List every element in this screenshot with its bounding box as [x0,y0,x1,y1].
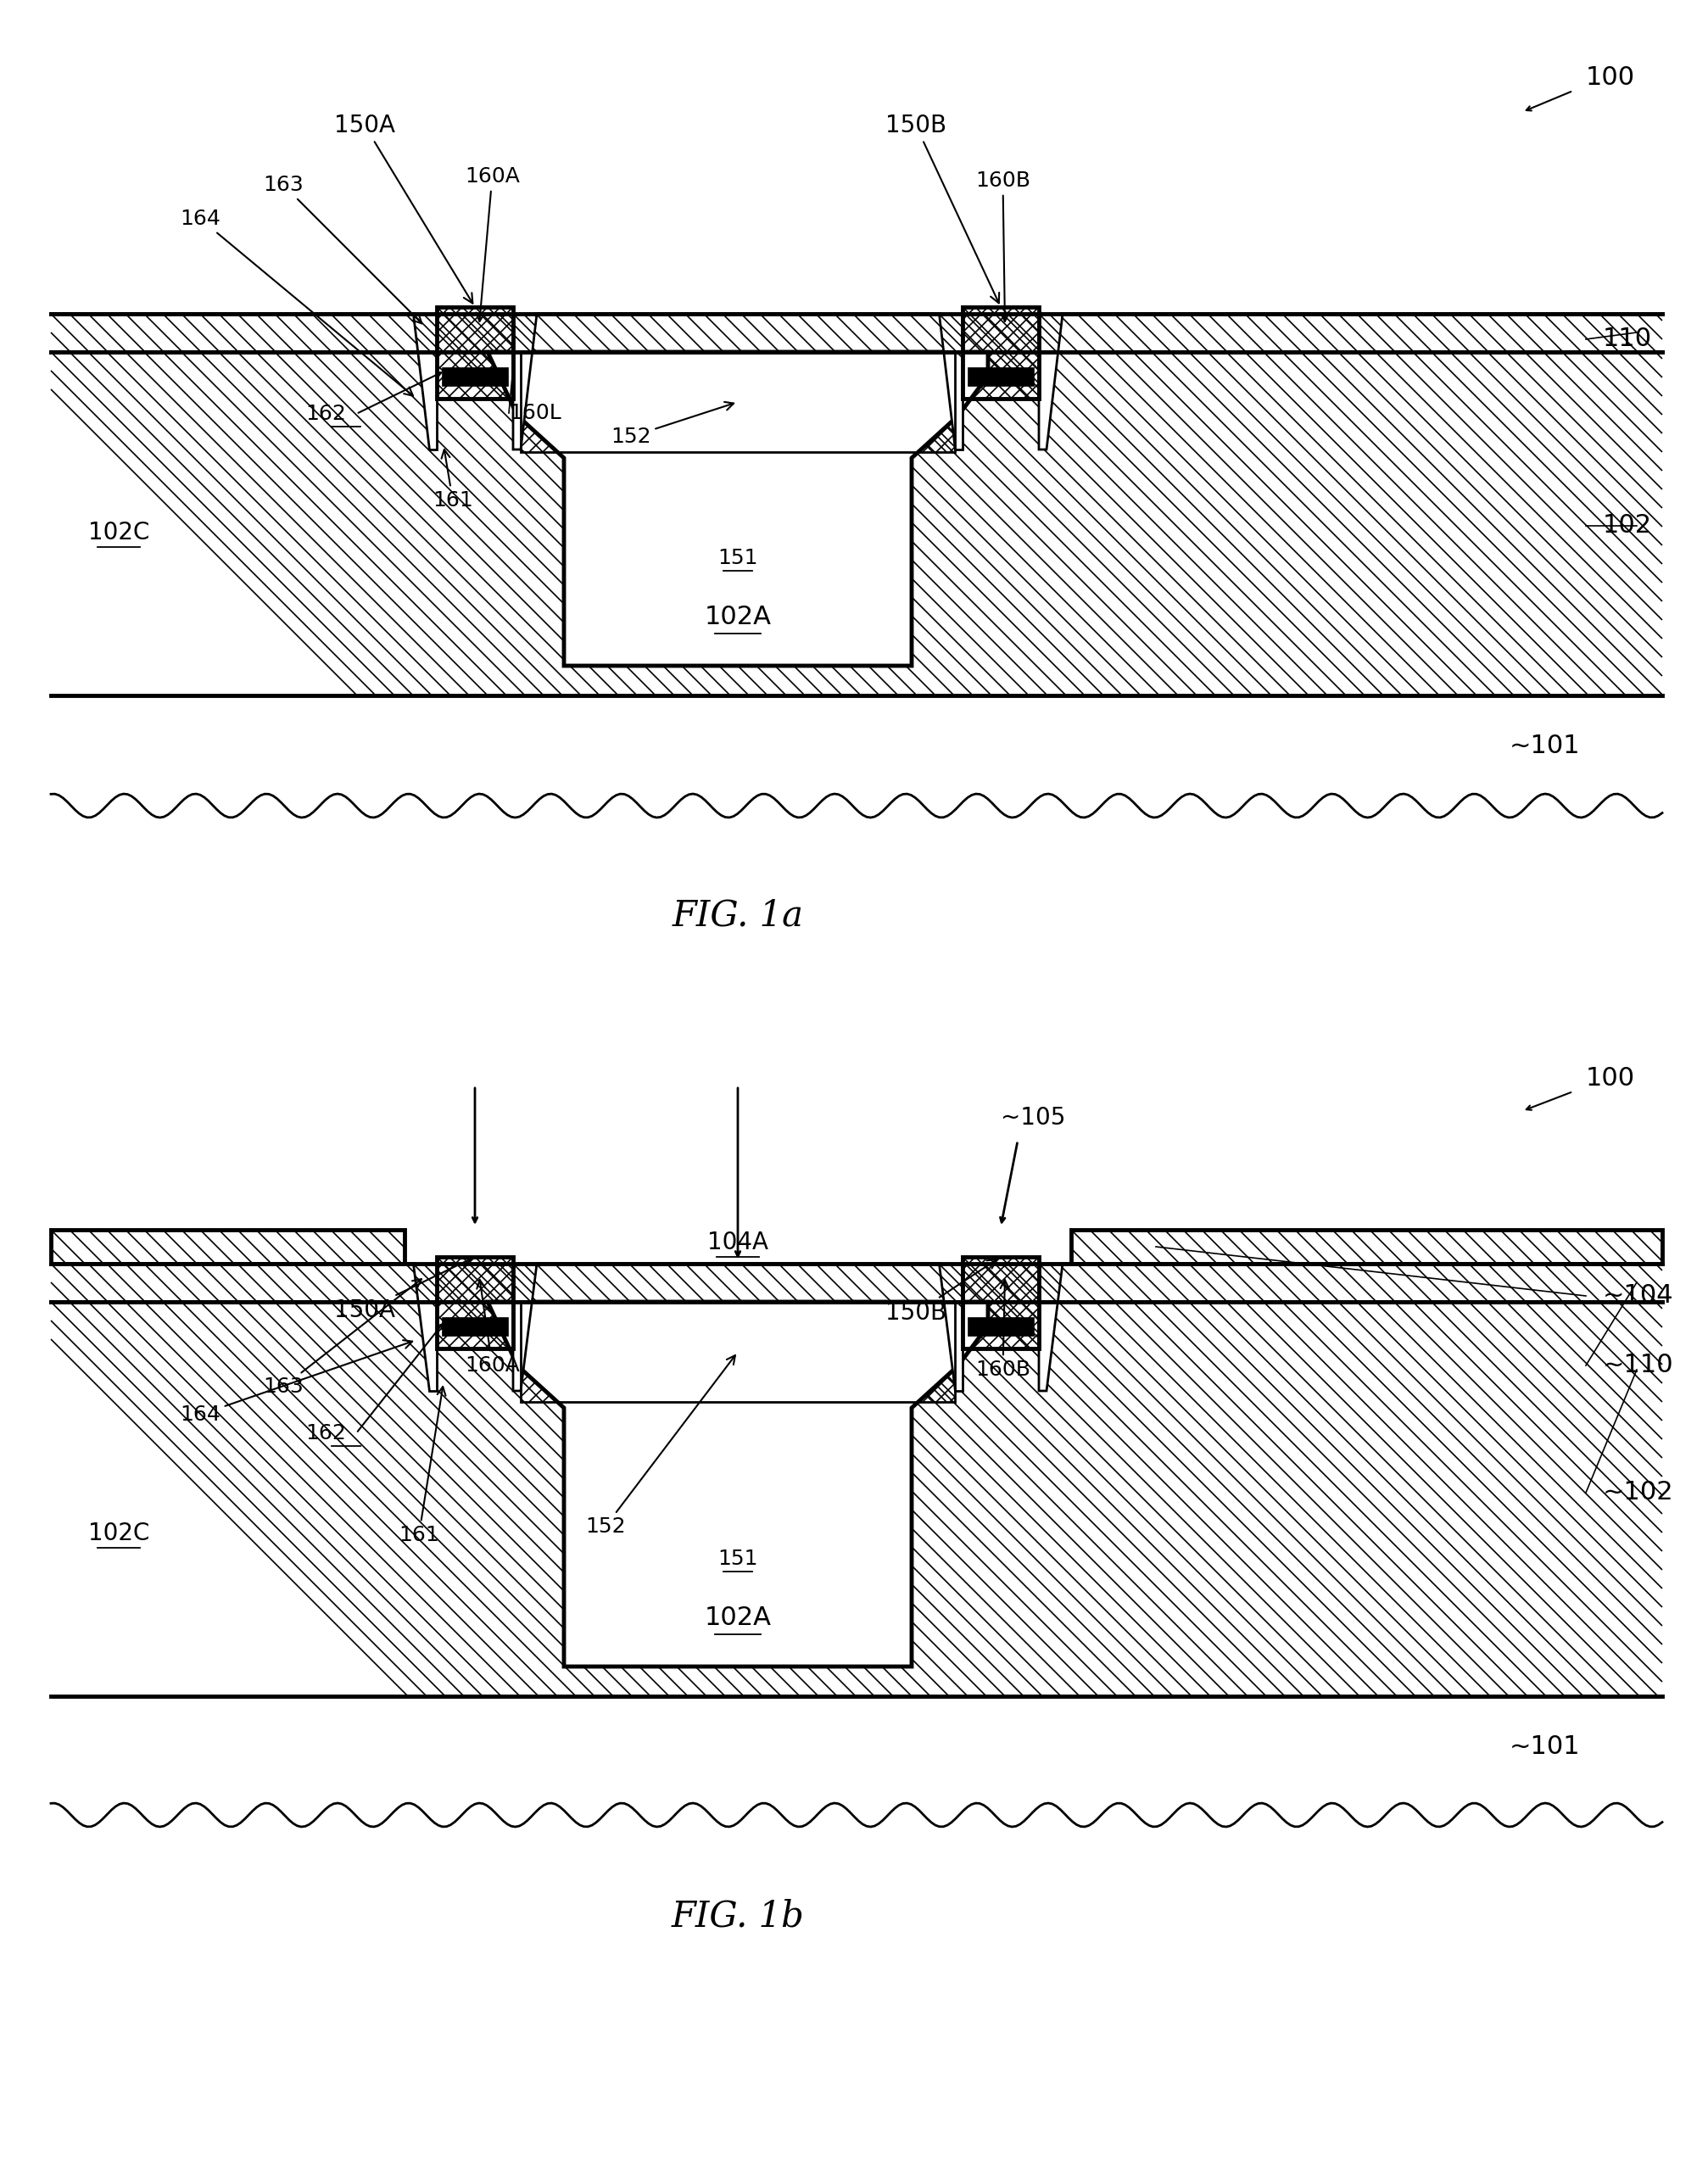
Text: 102C: 102C [89,521,149,545]
Text: 110: 110 [1602,328,1652,352]
Text: 162: 162 [306,404,345,424]
Text: 162: 162 [306,1423,345,1444]
Text: 152: 152 [584,1355,734,1538]
Bar [437,306,512,400]
Text: 160A: 160A [465,167,519,321]
Bar [437,1258,512,1349]
Text: 163: 163 [263,1279,422,1397]
Text: FIG. 1b: FIG. 1b [671,1898,804,1935]
Bar [521,352,955,452]
Polygon shape [1038,1264,1062,1390]
Polygon shape [512,1264,536,1390]
Text: 160B: 160B [975,169,1030,321]
Polygon shape [512,313,536,450]
Text: 160L: 160L [509,402,560,424]
Text: 164: 164 [179,209,413,395]
Text: ~101: ~101 [1508,1735,1580,1759]
Text: 100: 100 [1585,65,1635,91]
Bar [442,1316,507,1336]
Polygon shape [413,313,437,450]
Text: 160B: 160B [975,1279,1030,1379]
Text: 102: 102 [1602,513,1652,539]
Text: FIG. 1a: FIG. 1a [671,899,803,934]
Text: 163: 163 [263,174,422,324]
Bar [521,1301,955,1401]
Text: 161: 161 [432,450,473,510]
Text: 100: 100 [1585,1066,1635,1090]
Polygon shape [487,1301,987,1666]
Text: ~102: ~102 [1602,1481,1672,1505]
Text: 150A: 150A [335,1258,471,1323]
Bar [442,367,507,387]
Text: ~104: ~104 [1602,1284,1672,1308]
Text: 160A: 160A [465,1279,519,1375]
Text: ~101: ~101 [1508,734,1580,758]
Text: 102C: 102C [89,1523,149,1544]
Text: ~110: ~110 [1602,1353,1672,1377]
Bar [1071,1229,1662,1264]
Text: 151: 151 [717,547,758,569]
Bar [967,367,1033,387]
Polygon shape [938,1264,962,1390]
Bar [967,1316,1033,1336]
Text: 151: 151 [717,1549,758,1568]
Text: 102A: 102A [704,1605,770,1631]
Text: 164: 164 [179,1340,412,1425]
Polygon shape [1038,313,1062,450]
Text: 161: 161 [398,1386,446,1544]
Text: 102A: 102A [704,606,770,630]
Bar [962,1258,1038,1349]
Text: ~105: ~105 [1001,1106,1066,1129]
Text: 150B: 150B [885,1260,996,1325]
Text: 104A: 104A [707,1232,769,1255]
Polygon shape [938,313,962,450]
Text: 150B: 150B [885,113,999,304]
Text: 152: 152 [610,402,733,447]
Text: 150A: 150A [335,113,473,304]
Bar [962,306,1038,400]
Polygon shape [487,352,987,667]
Bar [51,1229,405,1264]
Polygon shape [413,1264,437,1390]
